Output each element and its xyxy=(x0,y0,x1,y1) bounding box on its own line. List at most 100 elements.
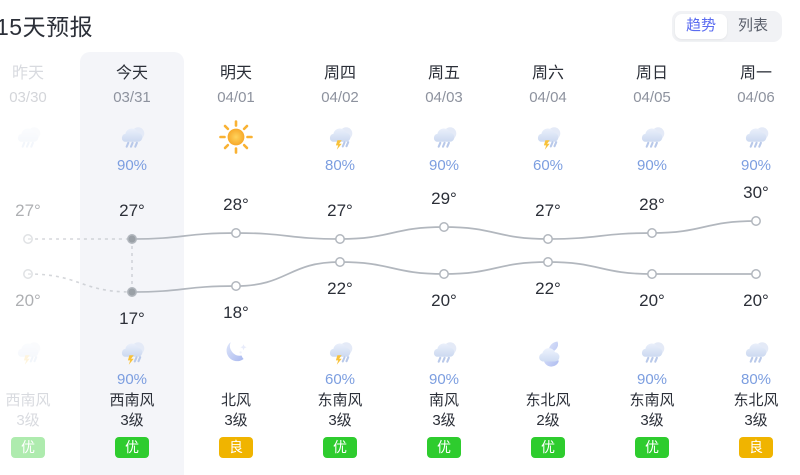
day-name: 周五 xyxy=(427,65,460,82)
panel-header: 15天预报 趋势 列表 xyxy=(0,0,800,52)
day-date: 04/04 xyxy=(529,89,567,106)
air-quality-badge: 优 xyxy=(323,437,357,458)
forecast-column[interactable]: 周六 04/04 60% 27° 22° 东北风 2级 优 xyxy=(496,52,600,475)
night-precip-probability: 60% xyxy=(324,371,356,388)
high-temperature: 27° xyxy=(15,201,41,220)
day-name: 周一 xyxy=(739,65,772,82)
wind-direction: 西南风 xyxy=(5,392,51,409)
forecast-column[interactable]: 今天 03/31 90% 27° 17° 90% 西南风 3级 xyxy=(80,52,184,475)
tab-trend[interactable]: 趋势 xyxy=(674,14,727,39)
day-date: 04/06 xyxy=(737,89,775,106)
day-precip-probability: 90% xyxy=(116,157,148,174)
day-date: 03/30 xyxy=(9,89,47,106)
view-mode-toggle[interactable]: 趋势 列表 xyxy=(671,11,782,42)
rain-cloud-icon xyxy=(635,335,669,369)
night-precip-probability: 80% xyxy=(740,371,772,388)
day-precip-probability: 90% xyxy=(740,157,772,174)
thunderstorm-icon xyxy=(115,335,149,369)
low-temperature: 20° xyxy=(639,291,665,310)
day-name: 明天 xyxy=(219,65,252,82)
night-precip-probability: 90% xyxy=(428,371,460,388)
low-temperature: 17° xyxy=(119,309,145,328)
wind-direction: 南风 xyxy=(428,392,459,409)
rain-cloud-icon xyxy=(739,120,773,154)
rain-cloud-icon xyxy=(115,120,149,154)
wind-direction: 东北风 xyxy=(733,392,779,409)
sun-icon xyxy=(219,120,253,154)
high-temperature: 29° xyxy=(431,189,457,208)
rain-cloud-icon xyxy=(427,335,461,369)
day-date: 04/03 xyxy=(425,89,463,106)
thunderstorm-icon xyxy=(531,120,565,154)
thunderstorm-icon xyxy=(323,335,357,369)
day-date: 04/01 xyxy=(217,89,255,106)
night-precip-probability: 90% xyxy=(116,371,148,388)
day-precip-probability: 60% xyxy=(532,157,564,174)
thunderstorm-icon xyxy=(323,120,357,154)
rain-cloud-icon xyxy=(11,120,45,154)
night-block: 东北风 2级 优 xyxy=(496,335,600,458)
night-block: 90% 东南风 3级 优 xyxy=(600,335,704,458)
forecast-column[interactable]: 周四 04/02 80% 27° 22° 60% 东南风 3级 xyxy=(288,52,392,475)
day-name: 周四 xyxy=(323,65,356,82)
wind-level: 3级 xyxy=(16,412,40,429)
air-quality-badge: 良 xyxy=(219,437,253,458)
air-quality-badge: 优 xyxy=(115,437,149,458)
day-name: 周日 xyxy=(635,65,668,82)
forecast-column[interactable]: 周日 04/05 90% 28° 20° 90% 东南风 3级 xyxy=(600,52,704,475)
air-quality-badge: 优 xyxy=(427,437,461,458)
low-temperature: 20° xyxy=(15,291,41,310)
wind-direction: 东南风 xyxy=(629,392,675,409)
air-quality-badge: 优 xyxy=(531,437,565,458)
low-temperature: 22° xyxy=(327,279,353,298)
night-block: 80% 东北风 3级 良 xyxy=(704,335,800,458)
high-temperature: 30° xyxy=(743,183,769,202)
night-block: 90% 南风 3级 优 xyxy=(392,335,496,458)
low-temperature: 20° xyxy=(743,291,769,310)
moon-icon xyxy=(219,335,253,369)
wind-level: 3级 xyxy=(120,412,144,429)
forecast-column[interactable]: 周五 04/03 90% 29° 20° 90% 南风 3级 优 xyxy=(392,52,496,475)
wind-level: 3级 xyxy=(432,412,456,429)
forecast-column[interactable]: 明天 04/01 28° 18° 北风 3级 良 xyxy=(184,52,288,475)
rain-cloud-icon xyxy=(739,335,773,369)
wind-direction: 东北风 xyxy=(525,392,571,409)
low-temperature: 18° xyxy=(223,303,249,322)
high-temperature: 28° xyxy=(223,195,249,214)
day-precip-probability: 80% xyxy=(324,157,356,174)
wind-level: 3级 xyxy=(224,412,248,429)
low-temperature: 20° xyxy=(431,291,457,310)
rain-cloud-icon xyxy=(427,120,461,154)
wind-level: 3级 xyxy=(640,412,664,429)
day-precip-probability: 90% xyxy=(428,157,460,174)
day-precip-probability: 90% xyxy=(636,157,668,174)
wind-level: 3级 xyxy=(744,412,768,429)
night-block: 西南风 3级 优 xyxy=(0,335,80,458)
air-quality-badge: 优 xyxy=(635,437,669,458)
forecast-columns: 昨天 03/30 27° 20° 西南风 3级 优 xyxy=(0,52,800,475)
wind-direction: 北风 xyxy=(220,392,251,409)
thunderstorm-icon xyxy=(11,335,45,369)
wind-level: 2级 xyxy=(536,412,560,429)
forecast-column[interactable]: 周一 04/06 90% 30° 20° 80% 东北风 3级 xyxy=(704,52,800,475)
day-date: 04/02 xyxy=(321,89,359,106)
high-temperature: 28° xyxy=(639,195,665,214)
wind-level: 3级 xyxy=(328,412,352,429)
day-date: 04/05 xyxy=(633,89,671,106)
rain-cloud-icon xyxy=(635,120,669,154)
wind-direction: 西南风 xyxy=(109,392,155,409)
moon-cloud-icon xyxy=(531,335,565,369)
low-temperature: 22° xyxy=(535,279,561,298)
air-quality-badge: 良 xyxy=(739,437,773,458)
forecast-column[interactable]: 昨天 03/30 27° 20° 西南风 3级 优 xyxy=(0,52,80,475)
night-precip-probability: 90% xyxy=(636,371,668,388)
night-block: 北风 3级 良 xyxy=(184,335,288,458)
high-temperature: 27° xyxy=(119,201,145,220)
night-block: 60% 东南风 3级 优 xyxy=(288,335,392,458)
tab-list[interactable]: 列表 xyxy=(737,17,768,34)
day-date: 03/31 xyxy=(113,89,151,106)
day-name: 昨天 xyxy=(11,65,44,82)
high-temperature: 27° xyxy=(535,201,561,220)
day-name: 周六 xyxy=(531,65,564,82)
